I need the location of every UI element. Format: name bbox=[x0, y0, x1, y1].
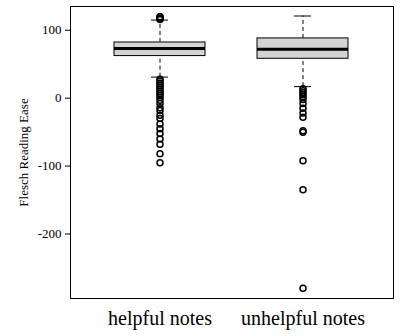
svg-text:100: 100 bbox=[42, 22, 62, 37]
svg-text:-200: -200 bbox=[38, 226, 62, 241]
svg-text:-100: -100 bbox=[38, 158, 62, 173]
svg-text:Flesch Reading Ease: Flesch Reading Ease bbox=[16, 98, 31, 207]
svg-text:0: 0 bbox=[55, 90, 62, 105]
svg-text:unhelpful notes: unhelpful notes bbox=[241, 307, 365, 330]
svg-text:helpful notes: helpful notes bbox=[108, 307, 212, 330]
